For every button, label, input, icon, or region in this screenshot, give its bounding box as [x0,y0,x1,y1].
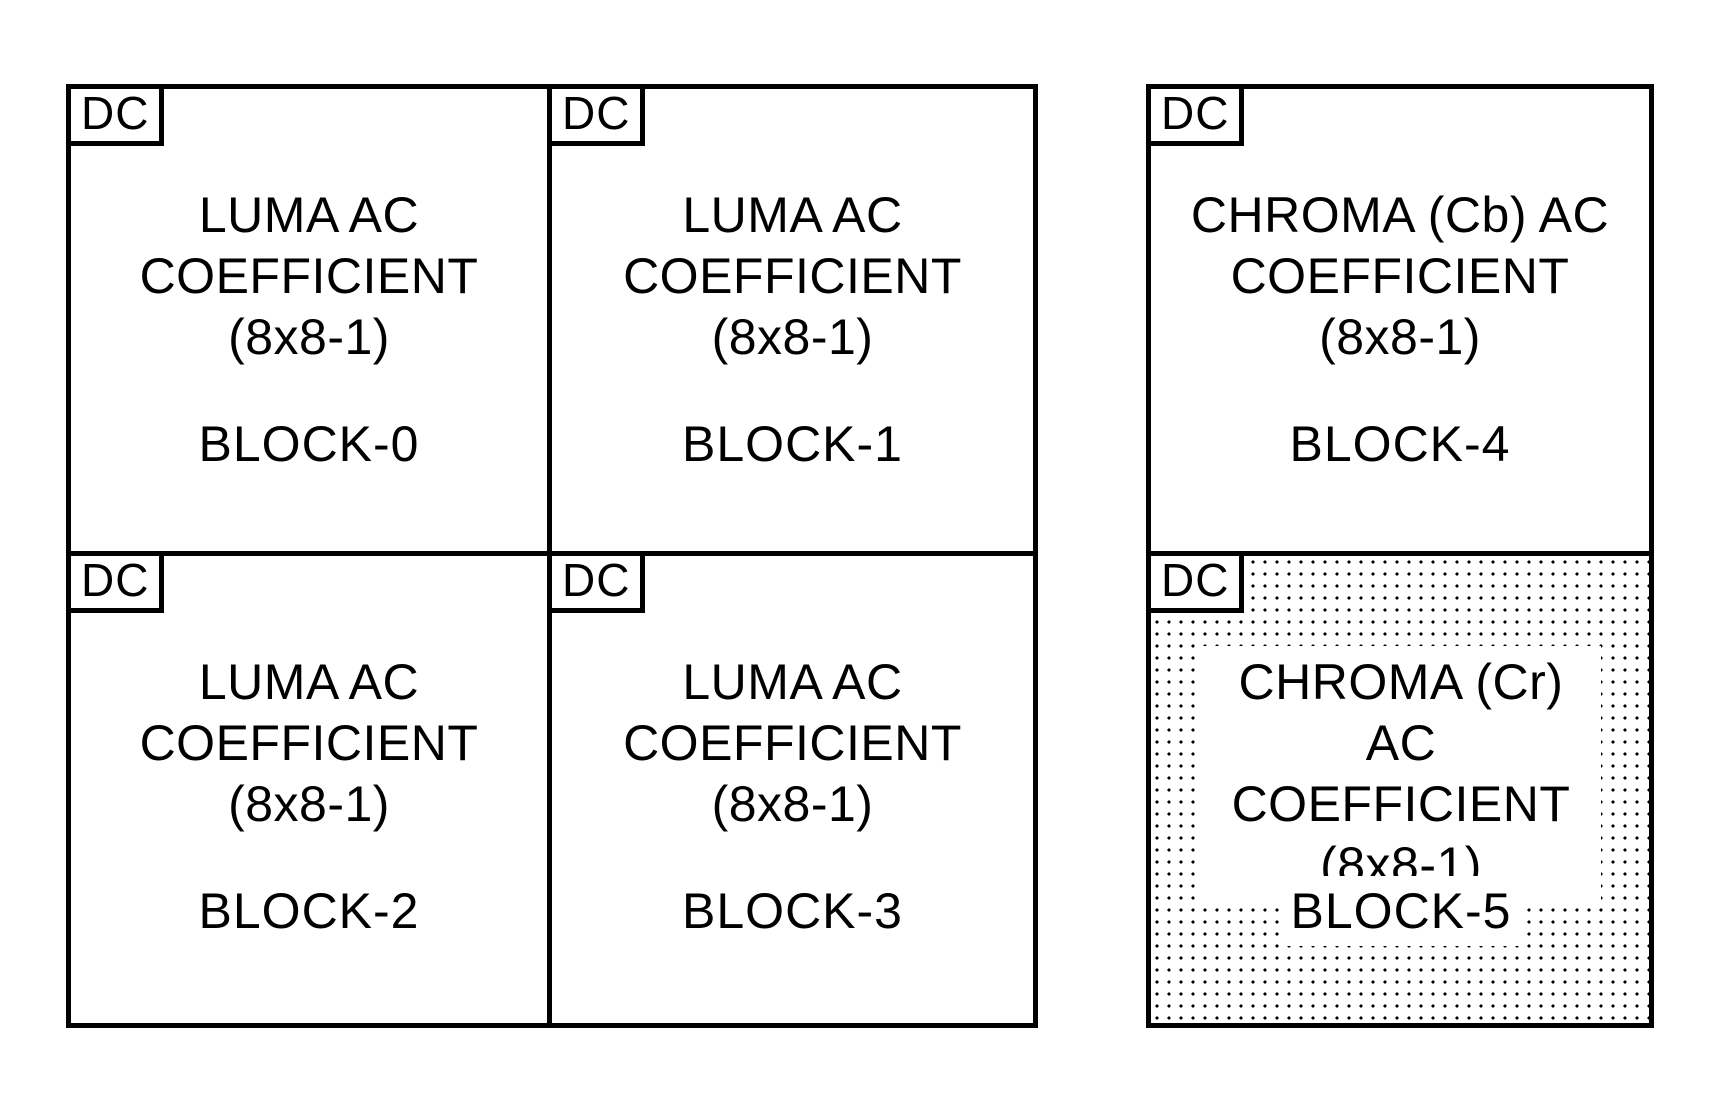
coefficient-text: CHROMA (Cb) AC COEFFICIENT (8x8-1) [1151,179,1649,374]
coefficient-text: CHROMA (Cr) AC COEFFICIENT (8x8-1) [1201,646,1601,902]
dc-tag: DC [1146,551,1244,613]
block-label: BLOCK-3 [552,876,1033,946]
coef-line1: CHROMA (Cr) AC [1239,654,1564,771]
coef-line3: (8x8-1) [712,776,874,832]
coef-line2: COEFFICIENT [623,248,962,304]
block-label: BLOCK-2 [71,876,547,946]
coef-line1: LUMA AC [682,187,902,243]
coef-line2: COEFFICIENT [1232,776,1571,832]
block-2: DC LUMA AC COEFFICIENT (8x8-1) BLOCK-2 [66,551,552,1028]
macroblock-diagram: DC LUMA AC COEFFICIENT (8x8-1) BLOCK-0 D… [0,0,1721,1113]
coef-line3: (8x8-1) [1319,309,1481,365]
block-3: DC LUMA AC COEFFICIENT (8x8-1) BLOCK-3 [547,551,1038,1028]
block-0: DC LUMA AC COEFFICIENT (8x8-1) BLOCK-0 [66,84,552,556]
coefficient-text: LUMA AC COEFFICIENT (8x8-1) [71,646,547,841]
coef-line2: COEFFICIENT [140,715,479,771]
dc-tag: DC [547,84,645,146]
dc-tag: DC [66,551,164,613]
block-label: BLOCK-5 [1281,876,1521,946]
coef-line1: LUMA AC [682,654,902,710]
coefficient-text: LUMA AC COEFFICIENT (8x8-1) [552,646,1033,841]
block-label: BLOCK-1 [552,409,1033,479]
block-1: DC LUMA AC COEFFICIENT (8x8-1) BLOCK-1 [547,84,1038,556]
coef-line3: (8x8-1) [228,776,390,832]
block-5: DC CHROMA (Cr) AC COEFFICIENT (8x8-1) BL… [1146,551,1654,1028]
coef-line2: COEFFICIENT [623,715,962,771]
coef-line3: (8x8-1) [228,309,390,365]
block-label: BLOCK-4 [1151,409,1649,479]
coef-line1: LUMA AC [199,187,419,243]
coef-line2: COEFFICIENT [140,248,479,304]
coef-line3: (8x8-1) [712,309,874,365]
dc-tag: DC [547,551,645,613]
dc-tag: DC [66,84,164,146]
block-label: BLOCK-0 [71,409,547,479]
coefficient-text: LUMA AC COEFFICIENT (8x8-1) [71,179,547,374]
coef-line1: LUMA AC [199,654,419,710]
coef-line1: CHROMA (Cb) AC [1191,187,1609,243]
coef-line2: COEFFICIENT [1231,248,1570,304]
coefficient-text: LUMA AC COEFFICIENT (8x8-1) [552,179,1033,374]
block-4: DC CHROMA (Cb) AC COEFFICIENT (8x8-1) BL… [1146,84,1654,556]
dc-tag: DC [1146,84,1244,146]
